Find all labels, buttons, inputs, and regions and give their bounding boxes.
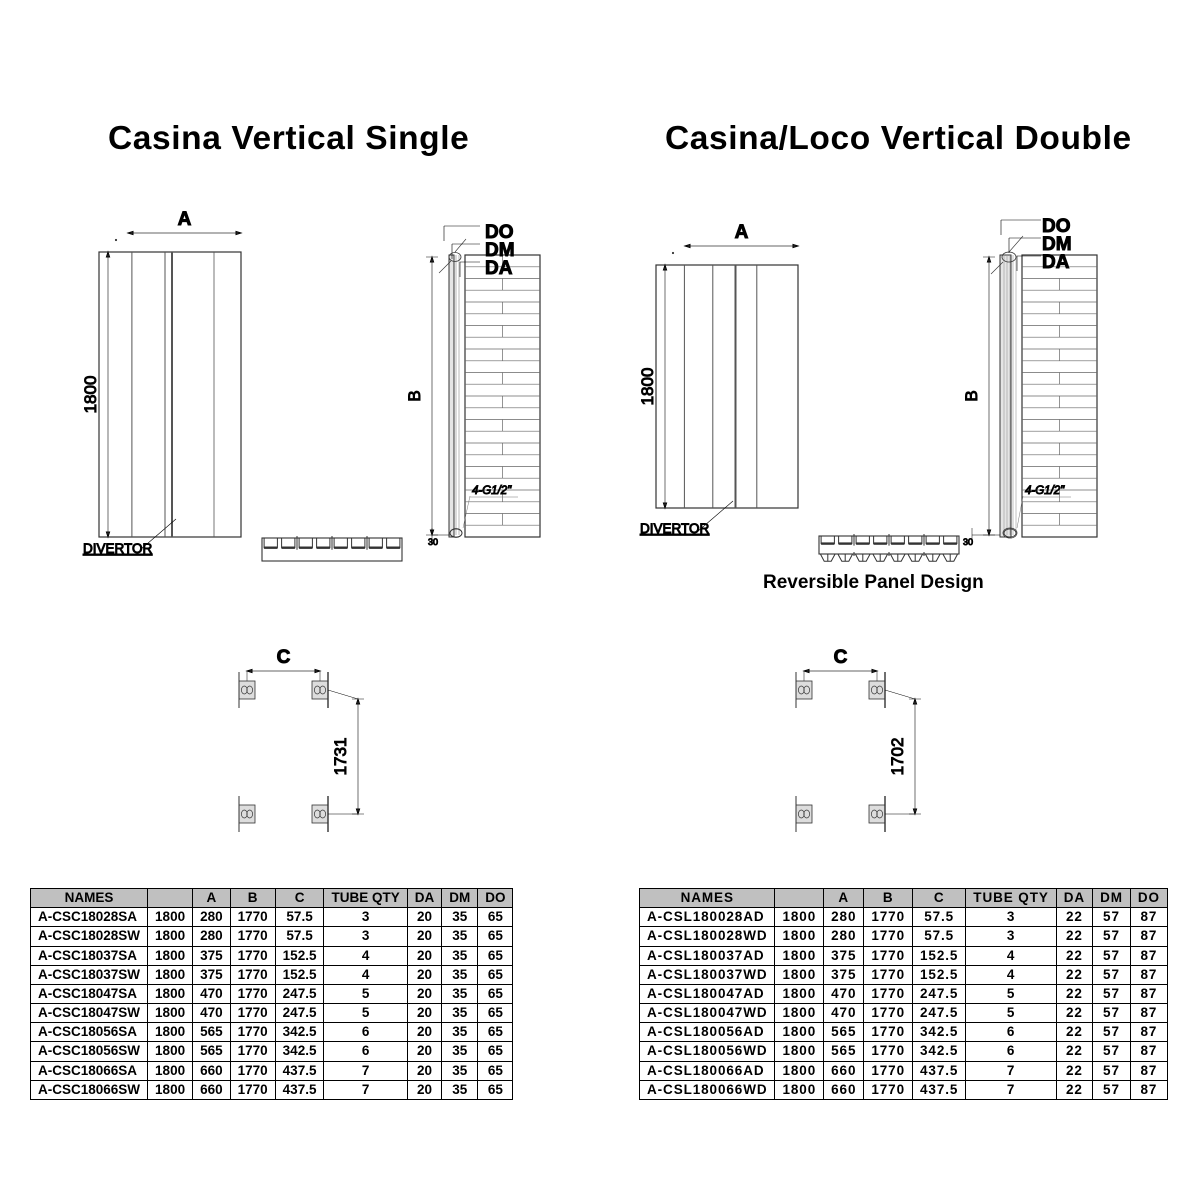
svg-text:DIVERTOR: DIVERTOR (83, 541, 153, 556)
svg-text:1702: 1702 (888, 738, 907, 776)
svg-text:DA: DA (485, 258, 513, 279)
svg-text:4-G1/2": 4-G1/2" (1025, 485, 1065, 497)
svg-text:C: C (834, 647, 848, 668)
svg-text:DA: DA (1042, 252, 1070, 273)
svg-text:30: 30 (428, 537, 438, 547)
svg-text:4-G1/2": 4-G1/2" (472, 485, 512, 497)
svg-text:DIVERTOR: DIVERTOR (640, 521, 710, 536)
svg-text:1731: 1731 (331, 738, 350, 776)
svg-text:A: A (178, 209, 192, 230)
svg-text:C: C (277, 647, 291, 668)
svg-text:B: B (962, 390, 981, 401)
svg-text:B: B (405, 390, 424, 401)
svg-text:30: 30 (963, 537, 973, 547)
svg-text:1800: 1800 (81, 376, 100, 414)
svg-text:1800: 1800 (638, 368, 657, 406)
svg-text:A: A (735, 222, 749, 243)
